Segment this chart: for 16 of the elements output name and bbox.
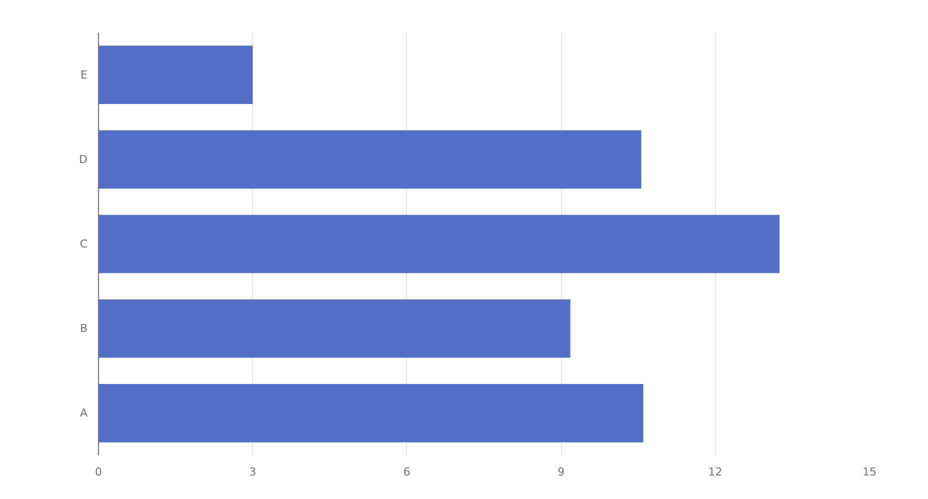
y-tick-label: D bbox=[79, 152, 88, 166]
y-tick-label: B bbox=[80, 322, 88, 336]
x-tick-label: 0 bbox=[95, 466, 102, 478]
x-tick-label: 12 bbox=[708, 466, 722, 478]
x-tick-label: 15 bbox=[862, 466, 876, 478]
x-tick-label: 6 bbox=[403, 466, 410, 478]
bar bbox=[98, 46, 253, 104]
y-tick-label: C bbox=[80, 238, 88, 250]
bar bbox=[98, 130, 642, 189]
x-tick-label: 3 bbox=[249, 466, 256, 478]
bar bbox=[98, 299, 570, 358]
bar bbox=[98, 384, 644, 442]
y-tick-label: E bbox=[80, 68, 88, 82]
bar bbox=[98, 214, 780, 274]
y-tick-label: A bbox=[80, 406, 88, 420]
x-tick-label: 9 bbox=[558, 466, 565, 478]
